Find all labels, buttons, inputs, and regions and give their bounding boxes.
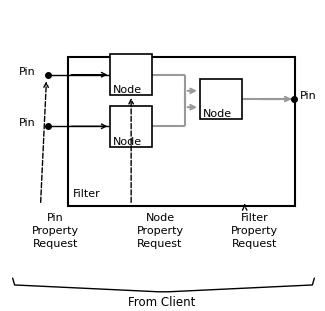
Text: Pin
Property
Request: Pin Property Request (32, 213, 79, 249)
Bar (110, 54, 152, 95)
Text: Filter
Property
Request: Filter Property Request (231, 213, 278, 249)
Text: Node: Node (113, 137, 142, 147)
Text: Node: Node (113, 85, 142, 95)
Bar (200, 79, 242, 119)
Bar (68, 57, 295, 206)
Text: From Client: From Client (128, 296, 196, 309)
Text: Filter: Filter (72, 189, 100, 199)
Bar (110, 106, 152, 147)
Text: Node: Node (203, 109, 232, 119)
Text: Pin: Pin (299, 91, 316, 101)
Text: Node
Property
Request: Node Property Request (136, 213, 184, 249)
Text: Pin: Pin (19, 67, 35, 77)
Text: Pin: Pin (19, 118, 35, 128)
